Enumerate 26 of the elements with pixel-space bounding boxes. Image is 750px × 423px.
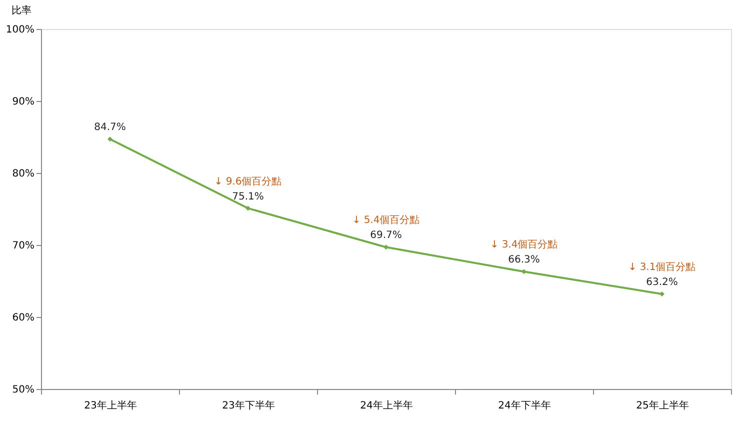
x-tick-label: 24年下半年 [498,400,551,412]
data-label: 66.3% [508,254,540,266]
data-label: 84.7% [94,122,126,134]
x-tick-label: 23年上半年 [84,400,137,412]
y-tick-label: 60% [12,312,34,324]
y-axis-title: 比率 [12,4,32,16]
data-label: 63.2% [646,276,678,288]
point [108,136,112,142]
point [246,206,250,211]
y-tick-label: 90% [12,96,34,108]
y-tick-label: 50% [12,384,34,396]
point [522,269,526,274]
y-tick-label: 70% [12,240,34,252]
x-tick-label: 25年上半年 [636,400,689,412]
annotation: ↓ 3.1個百分點 [628,260,696,273]
data-label: 75.1% [232,191,264,202]
x-tick-label: 24年上半年 [360,400,413,412]
y-tick-label: 100% [6,24,34,36]
x-tick-label: 23年下半年 [222,400,275,412]
y-tick-label: 80% [12,168,34,180]
annotation: ↓ 3.4個百分點 [490,238,558,251]
annotation: ↓ 9.6個百分點 [214,175,282,188]
data-label: 69.7% [370,230,402,242]
point [660,291,664,296]
point [384,244,388,250]
annotation: ↓ 5.4個百分點 [352,214,420,226]
